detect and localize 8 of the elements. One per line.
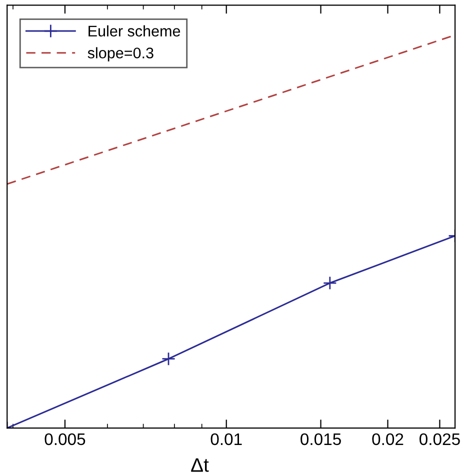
legend-label: Euler scheme — [88, 25, 180, 37]
x-tick-label: 0.005 — [44, 433, 86, 446]
x-axis-title: Δt — [191, 458, 209, 472]
x-tick-label: 0.01 — [210, 433, 242, 446]
x-tick-label: 0.02 — [372, 433, 404, 446]
legend-label: slope=0.3 — [88, 47, 154, 62]
x-tick-label: 0.025 — [420, 433, 460, 446]
x-tick-label: 0.015 — [300, 433, 341, 446]
